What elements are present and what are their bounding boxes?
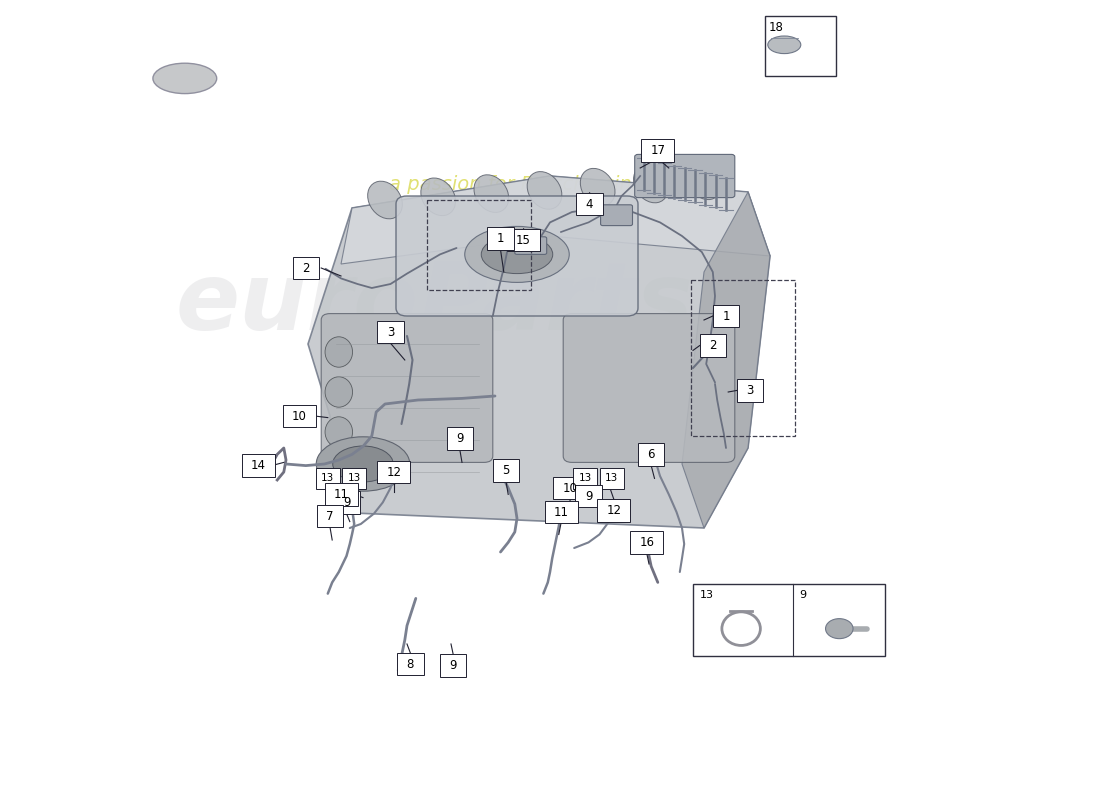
Bar (317, 505, 343, 527)
Text: 13: 13 (348, 474, 361, 483)
Text: 16: 16 (639, 536, 654, 549)
Bar (737, 379, 763, 402)
Ellipse shape (634, 165, 668, 203)
Text: 13: 13 (605, 474, 618, 483)
Text: a passion for Porsche since 1985: a passion for Porsche since 1985 (389, 174, 711, 194)
Ellipse shape (825, 618, 854, 638)
Text: 6: 6 (648, 448, 654, 461)
Text: 8: 8 (407, 658, 414, 670)
Bar (544, 501, 578, 523)
Ellipse shape (686, 162, 722, 200)
Ellipse shape (153, 63, 217, 94)
Bar (333, 491, 360, 514)
Text: 1: 1 (723, 310, 729, 322)
Bar (377, 321, 404, 343)
Bar (597, 499, 630, 522)
Bar (600, 468, 624, 489)
Bar (293, 257, 319, 279)
Text: 2: 2 (710, 339, 716, 352)
Text: 9: 9 (456, 432, 463, 445)
Bar (713, 305, 739, 327)
Text: 9: 9 (585, 490, 592, 502)
Text: 1: 1 (497, 232, 504, 245)
Bar (638, 443, 664, 466)
FancyBboxPatch shape (601, 205, 632, 226)
FancyBboxPatch shape (635, 154, 735, 198)
Ellipse shape (581, 168, 615, 206)
Text: 15: 15 (516, 234, 531, 246)
Bar (573, 468, 597, 489)
Ellipse shape (768, 36, 801, 54)
Ellipse shape (527, 171, 562, 210)
Ellipse shape (464, 226, 570, 282)
Text: 2: 2 (302, 262, 309, 274)
Bar (440, 654, 466, 677)
Bar (487, 227, 514, 250)
Ellipse shape (317, 437, 409, 491)
Bar (641, 139, 674, 162)
Text: 13: 13 (700, 590, 714, 600)
Bar (553, 477, 586, 499)
Bar (700, 334, 726, 357)
Ellipse shape (367, 181, 403, 219)
Polygon shape (308, 176, 770, 528)
Text: Parts: Parts (418, 258, 693, 350)
Bar (507, 229, 540, 251)
Text: 7: 7 (327, 510, 333, 522)
Ellipse shape (326, 377, 352, 407)
Bar (342, 468, 366, 489)
Text: 10: 10 (292, 410, 307, 422)
Polygon shape (341, 176, 770, 264)
Text: 13: 13 (579, 474, 592, 483)
Ellipse shape (482, 235, 552, 274)
Ellipse shape (332, 446, 394, 482)
Bar (283, 405, 316, 427)
Bar (242, 454, 275, 477)
Bar (427, 200, 531, 290)
Bar (316, 468, 340, 489)
Text: 13: 13 (321, 474, 334, 483)
Text: 18: 18 (769, 21, 784, 34)
Text: 9: 9 (343, 496, 350, 509)
Text: 4: 4 (586, 198, 593, 210)
Bar (693, 584, 886, 656)
Text: 9: 9 (450, 659, 456, 672)
Ellipse shape (326, 417, 352, 447)
Bar (630, 531, 663, 554)
FancyBboxPatch shape (515, 237, 547, 254)
Bar (397, 653, 424, 675)
Bar (377, 461, 410, 483)
Bar (447, 427, 473, 450)
Text: 12: 12 (386, 466, 402, 478)
Text: 17: 17 (650, 144, 666, 157)
Ellipse shape (326, 337, 352, 367)
Text: 14: 14 (251, 459, 266, 472)
Text: 12: 12 (606, 504, 621, 517)
Ellipse shape (474, 174, 508, 213)
Text: 11: 11 (553, 506, 569, 518)
Text: 3: 3 (747, 384, 754, 397)
Polygon shape (682, 192, 770, 528)
Bar (691, 280, 795, 436)
Ellipse shape (421, 178, 455, 216)
Bar (575, 485, 602, 507)
Bar (324, 483, 358, 506)
FancyBboxPatch shape (563, 314, 735, 462)
Bar (764, 16, 836, 76)
Text: euro: euro (175, 258, 418, 350)
FancyBboxPatch shape (321, 314, 493, 462)
Bar (493, 459, 519, 482)
Text: 5: 5 (503, 464, 509, 477)
Bar (576, 193, 603, 215)
Text: 11: 11 (333, 488, 349, 501)
Text: 10: 10 (562, 482, 578, 494)
Text: 3: 3 (387, 326, 394, 338)
FancyBboxPatch shape (396, 196, 638, 316)
Text: 9: 9 (800, 590, 806, 600)
